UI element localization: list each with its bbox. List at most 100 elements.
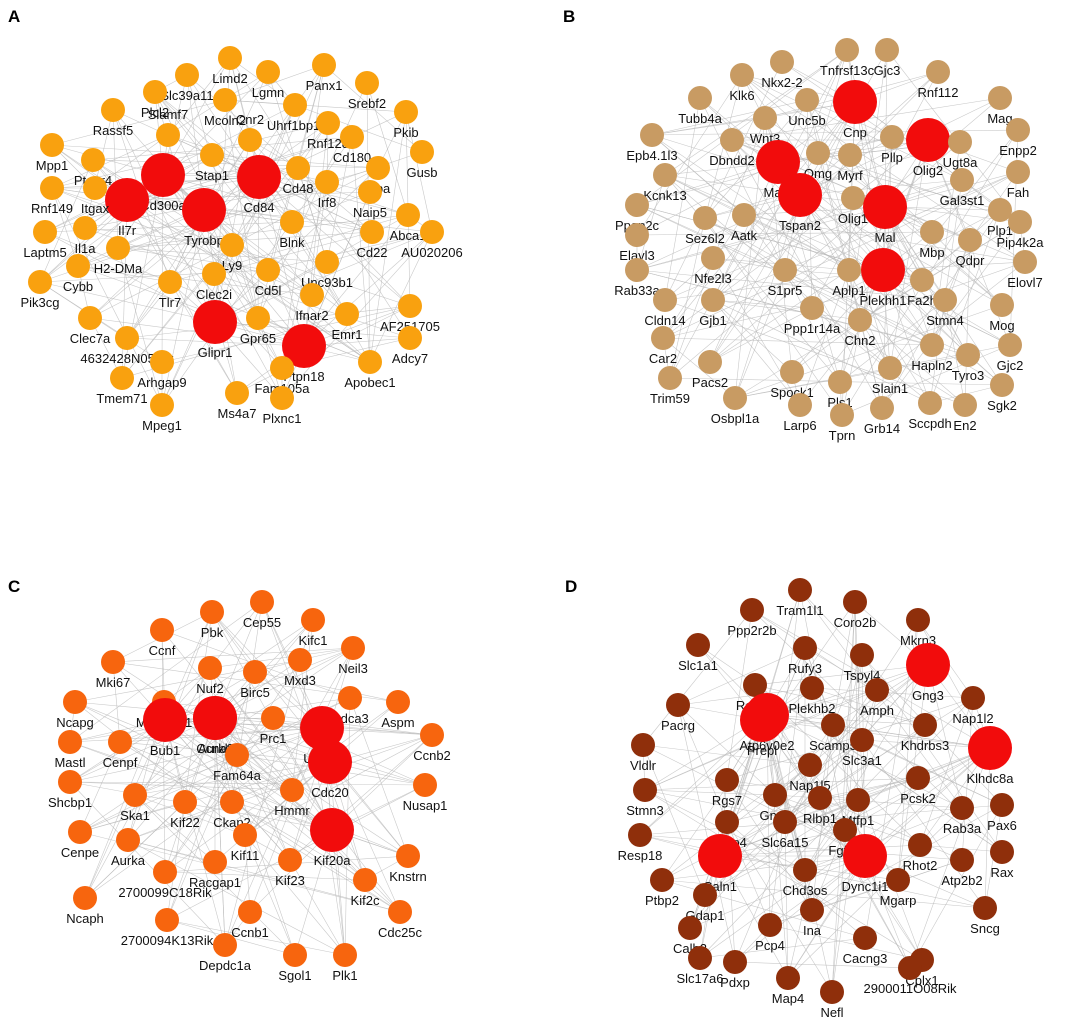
gene-label: Mxd3 [284, 673, 316, 688]
gene-label: Olig1 [838, 211, 868, 226]
network-edge [799, 589, 846, 831]
gene-label: Cd48 [282, 181, 313, 196]
gene-label: Irf8 [318, 195, 337, 210]
network-edge [664, 61, 783, 301]
network-edge [919, 697, 974, 846]
gene-label: Stmn4 [926, 313, 964, 328]
network-edge [164, 717, 274, 873]
gene-node [333, 943, 357, 967]
gene-node [756, 140, 800, 184]
gene-label: Rnf149 [31, 201, 73, 216]
network-edge [166, 671, 256, 921]
network-edge [642, 609, 753, 746]
gene-node [698, 350, 722, 374]
network-edge [161, 174, 164, 363]
gene-node [143, 80, 167, 104]
network-edge [841, 344, 1011, 416]
network-edge [864, 747, 991, 857]
gene-node [880, 125, 904, 149]
network-panel-b: Tnfrsf13c Gjc3 Nkx2-2 Rnf112 Klk6 Tubb4a Unc5b… [563, 7, 1044, 443]
gene-label: Dync1i1 [842, 879, 889, 894]
gene-node [110, 366, 134, 390]
gene-node [156, 123, 180, 147]
gene-node [420, 220, 444, 244]
network-edge [639, 834, 963, 861]
gene-label: Ptpn18 [283, 369, 324, 384]
gene-node [625, 223, 649, 247]
gene-label: Mal [875, 230, 896, 245]
network-edge [224, 99, 407, 113]
gene-node [66, 254, 90, 278]
network-edge [861, 739, 986, 909]
gene-label: Tubb4a [678, 111, 722, 126]
gene-label: Adcy7 [392, 351, 428, 366]
gene-label: Nusap1 [403, 798, 448, 813]
gene-node [1006, 118, 1030, 142]
network-edge [51, 99, 226, 146]
gene-node [850, 643, 874, 667]
network-edge [784, 269, 861, 321]
gene-label: Cenpe [61, 845, 99, 860]
gene-node [310, 808, 354, 852]
network-edge [636, 174, 666, 271]
gene-label: Rassf5 [93, 123, 133, 138]
gene-node [300, 706, 344, 750]
network-edge [166, 919, 346, 956]
network-edge [186, 74, 205, 211]
gene-label: Naip5 [353, 205, 387, 220]
gene-node [688, 946, 712, 970]
gene-node [828, 370, 852, 394]
gene-node [863, 185, 907, 229]
gene-node [270, 356, 294, 380]
gene-label: Pdxp [720, 975, 750, 990]
gene-label: Kif20a [314, 853, 352, 868]
gene-label: Gal3st1 [940, 193, 985, 208]
gene-node [312, 53, 336, 77]
network-edge [214, 717, 291, 861]
gene-label: Epb4.1l3 [626, 148, 677, 163]
gene-label: Ptbp2 [645, 893, 679, 908]
network-edge [726, 664, 929, 823]
gene-label: Cldn14 [644, 313, 685, 328]
gene-node [990, 373, 1014, 397]
network-edge [964, 239, 971, 406]
gene-label: Blnk [279, 235, 305, 250]
network-edge [662, 171, 1019, 339]
gene-label: Ncapg [56, 715, 94, 730]
gene-node [666, 693, 690, 717]
gene-node [101, 98, 125, 122]
gene-label: Kcnk13 [643, 188, 686, 203]
gene-node [270, 386, 294, 410]
gene-node [631, 733, 655, 757]
gene-label: Mcoln2 [204, 113, 246, 128]
gene-label: Nfe2l3 [694, 271, 732, 286]
gene-label: Kif23 [275, 873, 305, 888]
gene-node [193, 300, 237, 344]
gene-node [950, 848, 974, 872]
network-edge [817, 49, 848, 154]
gene-node [105, 178, 149, 222]
gene-label: Depdc1a [199, 958, 252, 973]
network-edge [909, 747, 991, 969]
network-edge [831, 601, 856, 993]
gene-label: Tram1l1 [776, 603, 823, 618]
network-edge [69, 717, 216, 743]
gene-node [853, 926, 877, 950]
gene-label: Rab33a [614, 283, 660, 298]
network-edge [704, 99, 808, 219]
gene-label: Plxnc1 [262, 411, 301, 426]
gene-label: Gusb [406, 165, 437, 180]
gene-node [158, 270, 182, 294]
gene-node [360, 220, 384, 244]
network-edge [766, 714, 789, 979]
gene-node [40, 133, 64, 157]
gene-node [958, 228, 982, 252]
gene-node [28, 270, 52, 294]
network-edge [726, 821, 866, 939]
network-edge [51, 187, 163, 406]
gene-label: Aspm [381, 715, 414, 730]
gene-label: Slc17a6 [677, 971, 724, 986]
gene-node [843, 590, 867, 614]
network-edge [774, 589, 801, 796]
